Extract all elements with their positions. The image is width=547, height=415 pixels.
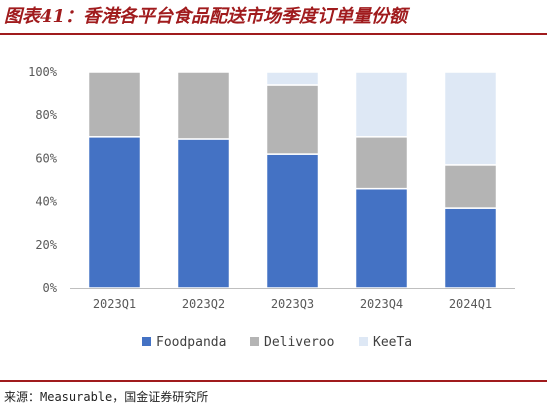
x-tick-label: 2023Q2 [182, 297, 225, 311]
chart-title: 图表41：香港各平台食品配送市场季度订单量份额 [4, 6, 408, 27]
y-tick-label: 40% [35, 195, 57, 209]
legend-label-foodpanda: Foodpanda [156, 335, 226, 350]
bars [87, 71, 498, 289]
y-axis-ticks: 0% 20% 40% 60% 80% 100% [28, 65, 58, 295]
bar-keeta-2023q4 [354, 71, 409, 138]
bar-foodpanda-2023q3 [265, 153, 320, 289]
x-tick-label: 2023Q4 [360, 297, 403, 311]
legend-swatch-foodpanda [142, 337, 151, 346]
bar-foodpanda-2024q1 [443, 207, 498, 289]
y-tick-label: 20% [35, 238, 57, 252]
legend-label-deliveroo: Deliveroo [264, 335, 334, 350]
bar-deliveroo-2023q4 [354, 136, 409, 190]
x-axis-ticks: 2023Q1 2023Q2 2023Q3 2023Q4 2024Q1 [93, 297, 492, 311]
footer-divider [0, 380, 547, 382]
bar-keeta-2024q1 [443, 71, 498, 166]
y-tick-label: 60% [35, 151, 57, 165]
legend-swatch-keeta [359, 337, 368, 346]
bar-deliveroo-2023q1 [87, 71, 142, 138]
legend-swatch-deliveroo [250, 337, 259, 346]
x-tick-label: 2023Q3 [271, 297, 314, 311]
stacked-bar-chart: 0%20%40%60%80%100% 2023Q1 2023Q2 2023Q3 202… [28, 65, 515, 350]
x-tick-label: 2023Q1 [93, 297, 136, 311]
bar-foodpanda-2023q2 [176, 138, 231, 289]
bar-keeta-2023q3 [265, 71, 320, 86]
title-divider [0, 33, 547, 35]
y-tick-label: 100% [28, 65, 58, 79]
bar-foodpanda-2023q1 [87, 136, 142, 289]
bar-deliveroo-2023q3 [265, 84, 320, 155]
legend: Foodpanda Deliveroo KeeTa [142, 335, 412, 350]
legend-label-keeta: KeeTa [373, 335, 412, 350]
bar-deliveroo-2023q2 [176, 71, 231, 140]
x-tick-label: 2024Q1 [449, 297, 492, 311]
y-tick-label: 0% [43, 281, 58, 295]
bar-deliveroo-2024q1 [443, 164, 498, 209]
bar-foodpanda-2023q4 [354, 187, 409, 289]
y-tick-label: 80% [35, 108, 57, 122]
source-note: 来源：Measurable，国金证券研究所 [4, 390, 209, 404]
